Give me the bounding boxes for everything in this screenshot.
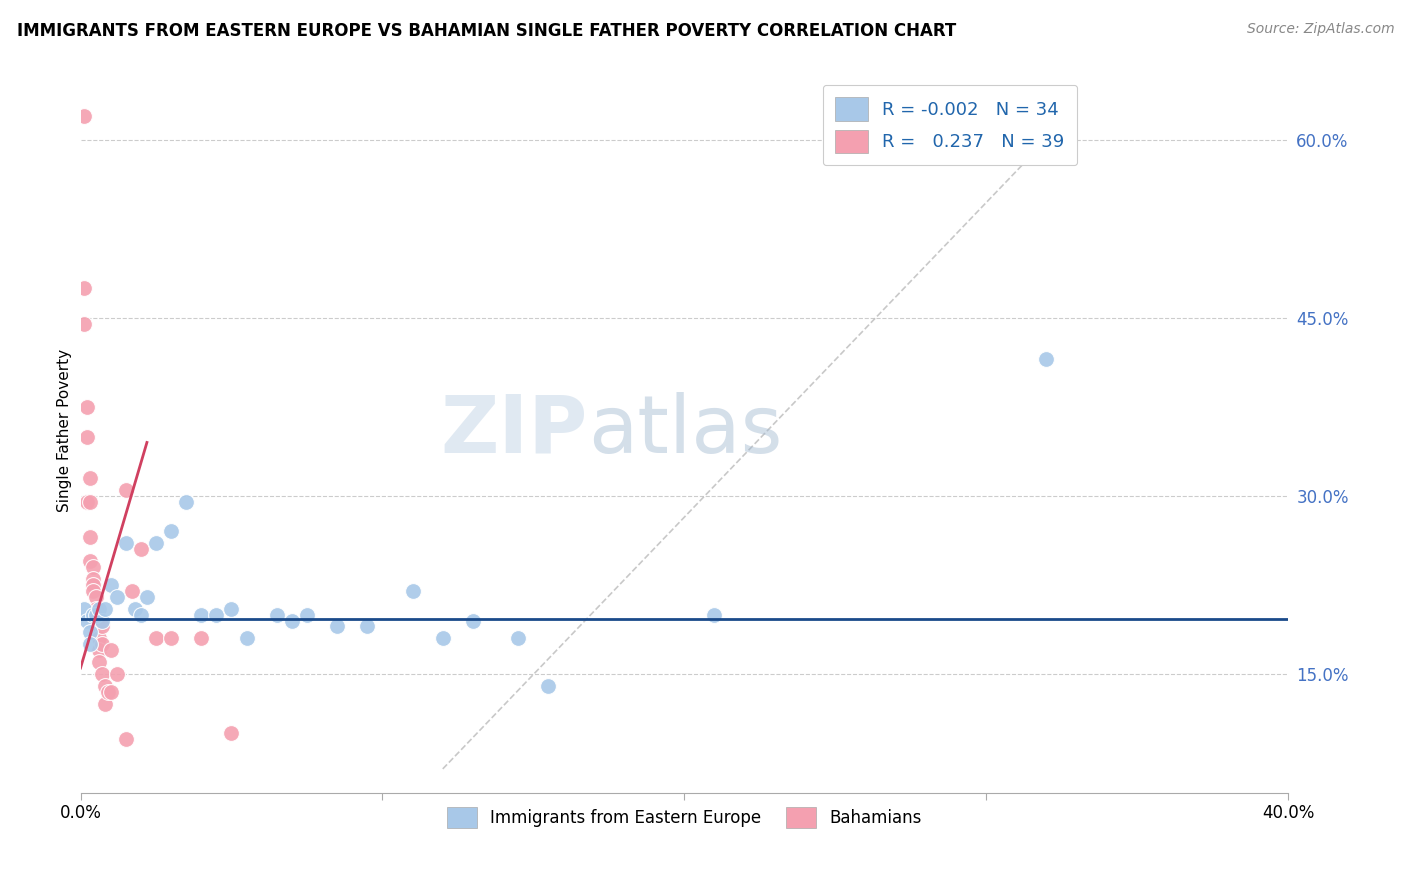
Point <box>90 667 112 681</box>
Point <box>82 607 104 622</box>
Point <box>87 601 110 615</box>
Y-axis label: Single Father Poverty: Single Father Poverty <box>58 349 72 512</box>
Point <box>87 632 110 646</box>
Point <box>76 614 98 628</box>
Point <box>221 726 243 740</box>
Point <box>235 632 257 646</box>
Point <box>703 607 725 622</box>
Point <box>72 601 94 615</box>
Point <box>461 614 484 628</box>
Point <box>129 542 152 557</box>
Point <box>87 643 110 657</box>
Point <box>124 601 146 615</box>
Point <box>190 607 212 622</box>
Point <box>93 601 115 615</box>
Point <box>160 632 183 646</box>
Point <box>93 697 115 711</box>
Point <box>79 471 101 485</box>
Point <box>326 619 349 633</box>
Point <box>145 536 167 550</box>
Point <box>72 109 94 123</box>
Point <box>105 667 128 681</box>
Point <box>135 590 157 604</box>
Point <box>82 578 104 592</box>
Point <box>281 614 304 628</box>
Point <box>72 281 94 295</box>
Point <box>508 632 530 646</box>
Point <box>72 317 94 331</box>
Point <box>76 495 98 509</box>
Point <box>82 560 104 574</box>
Point <box>114 732 136 747</box>
Point <box>401 583 423 598</box>
Point <box>93 679 115 693</box>
Legend: Immigrants from Eastern Europe, Bahamians: Immigrants from Eastern Europe, Bahamian… <box>440 800 928 835</box>
Text: Source: ZipAtlas.com: Source: ZipAtlas.com <box>1247 22 1395 37</box>
Point <box>100 643 122 657</box>
Point <box>79 495 101 509</box>
Point <box>76 400 98 414</box>
Point <box>356 619 378 633</box>
Point <box>84 601 107 615</box>
Point <box>129 607 152 622</box>
Point <box>1035 352 1057 367</box>
Point <box>205 607 228 622</box>
Point <box>87 655 110 669</box>
Text: ZIP: ZIP <box>440 392 588 469</box>
Point <box>90 619 112 633</box>
Point <box>79 554 101 568</box>
Point <box>174 495 197 509</box>
Point <box>221 601 243 615</box>
Point <box>114 536 136 550</box>
Point <box>84 607 107 622</box>
Point <box>100 578 122 592</box>
Point <box>160 524 183 539</box>
Point <box>432 632 454 646</box>
Point <box>84 607 107 622</box>
Point <box>79 625 101 640</box>
Point <box>90 637 112 651</box>
Text: IMMIGRANTS FROM EASTERN EUROPE VS BAHAMIAN SINGLE FATHER POVERTY CORRELATION CHA: IMMIGRANTS FROM EASTERN EUROPE VS BAHAMI… <box>17 22 956 40</box>
Point <box>97 685 120 699</box>
Point <box>121 583 143 598</box>
Point <box>114 483 136 497</box>
Point <box>100 685 122 699</box>
Point <box>79 530 101 544</box>
Point <box>90 614 112 628</box>
Point <box>82 572 104 586</box>
Point <box>190 632 212 646</box>
Point <box>76 429 98 443</box>
Point <box>87 619 110 633</box>
Point <box>266 607 288 622</box>
Point <box>79 637 101 651</box>
Point <box>105 590 128 604</box>
Point <box>84 590 107 604</box>
Point <box>295 607 318 622</box>
Point <box>84 619 107 633</box>
Point <box>82 583 104 598</box>
Text: atlas: atlas <box>588 392 782 469</box>
Point <box>145 632 167 646</box>
Point <box>537 679 560 693</box>
